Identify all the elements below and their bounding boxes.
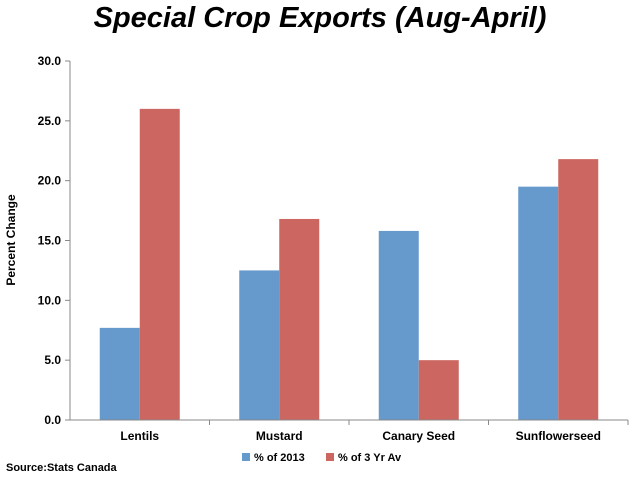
legend-swatch	[242, 453, 250, 461]
x-axis: Lentils Mustard Canary Seed Sunflowerseed	[70, 419, 629, 443]
x-tick-label: Lentils	[120, 429, 159, 443]
y-tick-label: 0.0	[44, 413, 61, 427]
bar-lentils-series-2	[139, 108, 180, 420]
x-tick-label: Mustard	[256, 429, 303, 443]
y-axis-label: Percent Change	[4, 194, 18, 286]
legend-label: % of 3 Yr Av	[338, 452, 402, 464]
y-tick-label: 5.0	[44, 353, 61, 367]
y-tick-label: 10.0	[38, 293, 62, 307]
legend-label: % of 2013	[254, 452, 305, 464]
bar-lentils-series-1	[99, 327, 140, 420]
bar-canary-seed-series-2	[418, 360, 459, 420]
legend-swatch	[326, 453, 334, 461]
source-note: Source:Stats Canada	[6, 462, 117, 474]
legend: % of 2013 % of 3 Yr Av	[242, 452, 402, 464]
bar-canary-seed-series-1	[378, 230, 419, 420]
bars	[99, 108, 599, 421]
x-tick-label: Sunflowerseed	[516, 429, 601, 443]
chart-title: Special Crop Exports (Aug-April)	[93, 2, 547, 34]
bar-mustard-series-2	[279, 218, 320, 420]
y-tick-label: 20.0	[38, 174, 62, 188]
bar-sunflowerseed-series-2	[558, 159, 599, 421]
y-tick-label: 30.0	[38, 54, 62, 68]
bar-sunflowerseed-series-1	[518, 186, 559, 420]
y-axis: 0.0 5.0 10.0 15.0 20.0 25.0 30.0	[38, 54, 71, 427]
y-tick-label: 15.0	[38, 234, 62, 248]
x-tick-label: Canary Seed	[382, 429, 455, 443]
y-tick-label: 25.0	[38, 114, 62, 128]
bar-mustard-series-1	[239, 270, 280, 420]
